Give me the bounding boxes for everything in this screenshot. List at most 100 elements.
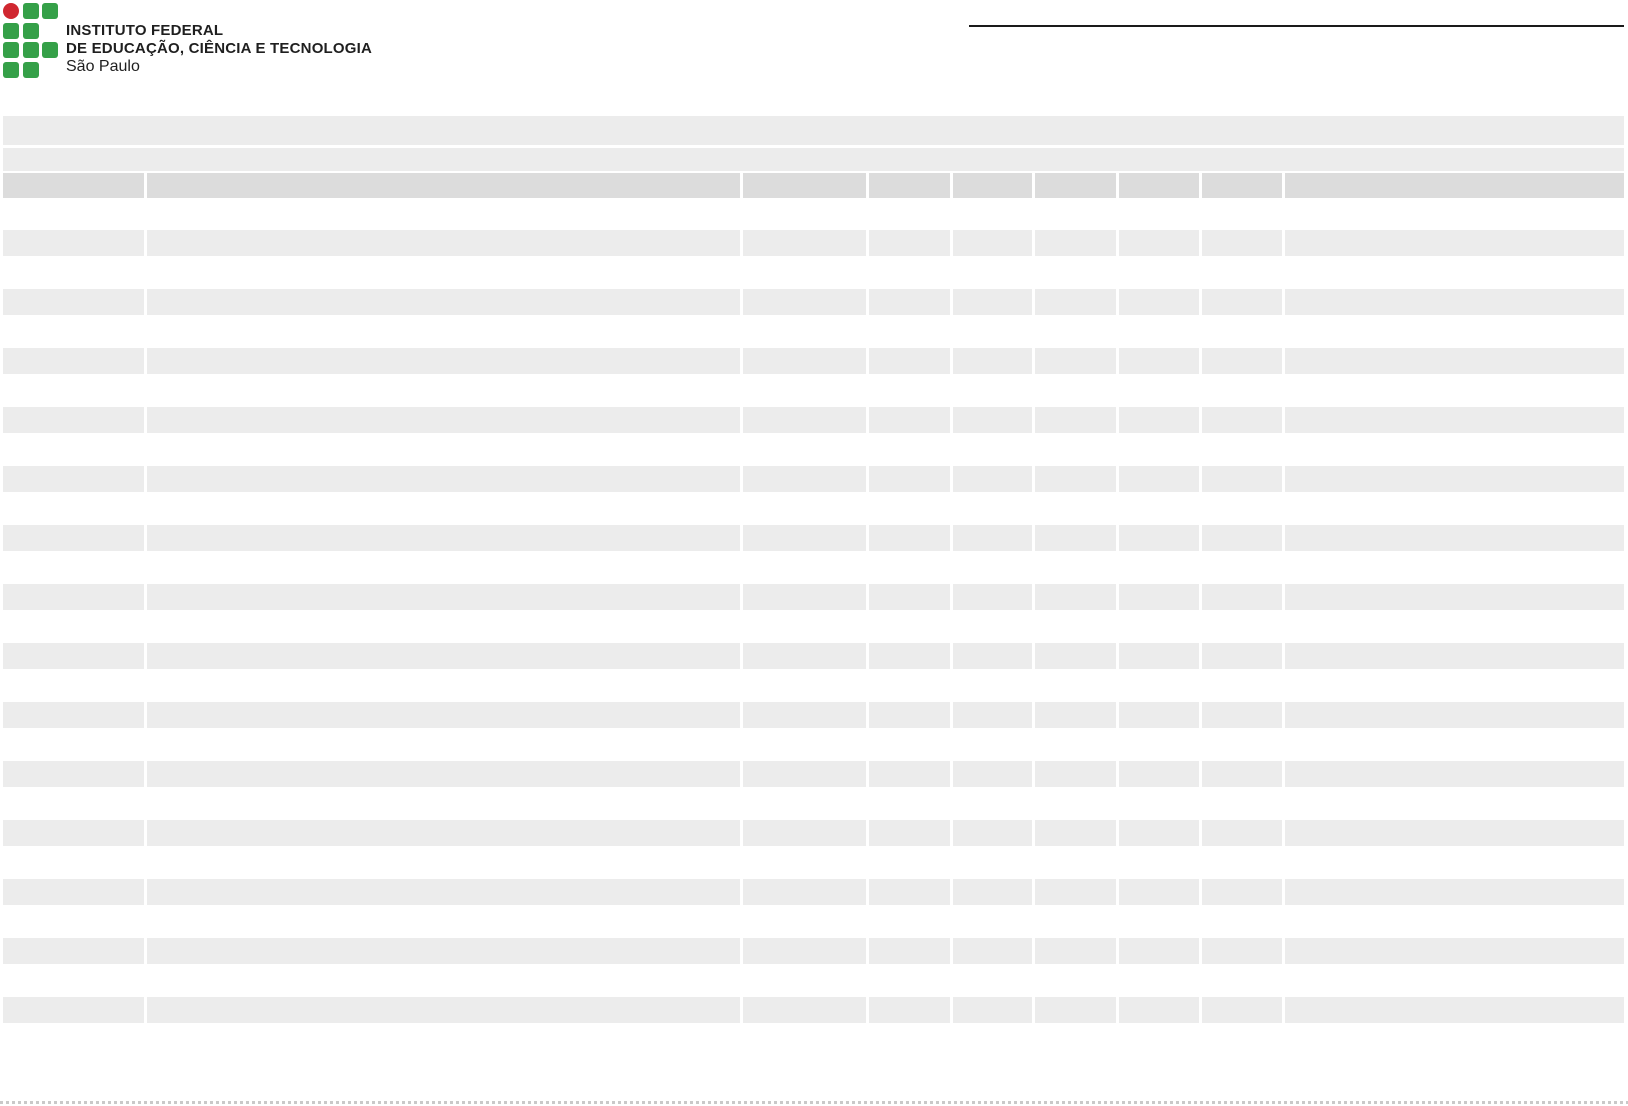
logo-red-circle-icon bbox=[3, 3, 19, 19]
table-cell bbox=[869, 643, 950, 669]
table-row bbox=[3, 643, 1624, 669]
table-cell bbox=[1202, 289, 1282, 315]
table-row bbox=[3, 820, 1624, 846]
table-cell bbox=[1285, 761, 1624, 787]
table-cell bbox=[1285, 702, 1624, 728]
header-cell-5 bbox=[953, 173, 1032, 198]
table-cell bbox=[1035, 407, 1116, 433]
table-row bbox=[3, 525, 1624, 551]
table-cell bbox=[1035, 466, 1116, 492]
table-cell bbox=[743, 348, 866, 374]
table-cell bbox=[953, 525, 1032, 551]
ifsp-logo-icon bbox=[3, 3, 58, 78]
table-cell bbox=[1035, 584, 1116, 610]
table-row bbox=[3, 407, 1624, 433]
table-cell bbox=[1119, 584, 1199, 610]
table-cell bbox=[953, 761, 1032, 787]
table-row bbox=[3, 997, 1624, 1023]
table-cell bbox=[743, 289, 866, 315]
table-cell bbox=[869, 702, 950, 728]
table-cell bbox=[953, 879, 1032, 905]
table-row bbox=[3, 230, 1624, 256]
table-cell bbox=[953, 702, 1032, 728]
table-cell bbox=[1285, 466, 1624, 492]
table-subtitle-bar bbox=[3, 148, 1624, 171]
header-cell-6 bbox=[1035, 173, 1116, 198]
table-cell bbox=[3, 348, 144, 374]
logo-empty-cell bbox=[42, 62, 58, 78]
table-cell bbox=[1035, 761, 1116, 787]
table-cell bbox=[1202, 407, 1282, 433]
logo-green-square-icon bbox=[3, 22, 19, 39]
header-cell-4 bbox=[869, 173, 950, 198]
table-cell bbox=[1119, 230, 1199, 256]
table-cell bbox=[1035, 525, 1116, 551]
table-cell bbox=[1119, 466, 1199, 492]
logo-green-square-icon bbox=[3, 61, 19, 78]
table-cell bbox=[869, 761, 950, 787]
logo-green-square-icon bbox=[22, 61, 39, 78]
header-cell-8 bbox=[1202, 173, 1282, 198]
table-cell bbox=[743, 820, 866, 846]
table-cell bbox=[743, 938, 866, 964]
table-cell bbox=[147, 938, 740, 964]
table-cell bbox=[1119, 938, 1199, 964]
table-cell bbox=[953, 997, 1032, 1023]
table-cell bbox=[1202, 997, 1282, 1023]
logo-green-square-icon bbox=[3, 42, 19, 58]
table-cell bbox=[1202, 702, 1282, 728]
table-cell bbox=[1119, 525, 1199, 551]
table-cell bbox=[953, 348, 1032, 374]
table-cell bbox=[1035, 289, 1116, 315]
table-cell bbox=[743, 643, 866, 669]
table-cell bbox=[147, 525, 740, 551]
table-cell bbox=[147, 230, 740, 256]
logo-green-square-icon bbox=[22, 42, 39, 58]
table-cell bbox=[953, 584, 1032, 610]
table-cell bbox=[953, 643, 1032, 669]
table-cell bbox=[3, 584, 144, 610]
header-cell-7 bbox=[1119, 173, 1199, 198]
table-cell bbox=[1202, 761, 1282, 787]
table-cell bbox=[869, 525, 950, 551]
table-cell bbox=[1202, 584, 1282, 610]
institution-line1: INSTITUTO FEDERAL bbox=[66, 22, 224, 39]
logo-empty-cell bbox=[42, 23, 58, 39]
table-cell bbox=[147, 761, 740, 787]
table-cell bbox=[869, 407, 950, 433]
table-cell bbox=[1202, 348, 1282, 374]
table-row bbox=[3, 348, 1624, 374]
table-cell bbox=[1119, 820, 1199, 846]
table-cell bbox=[1119, 289, 1199, 315]
table-row bbox=[3, 584, 1624, 610]
table-cell bbox=[3, 289, 144, 315]
table-cell bbox=[1285, 938, 1624, 964]
table-cell bbox=[1285, 643, 1624, 669]
table-cell bbox=[147, 643, 740, 669]
table-cell bbox=[743, 466, 866, 492]
table-row bbox=[3, 466, 1624, 492]
table-row bbox=[3, 879, 1624, 905]
table-cell bbox=[1202, 466, 1282, 492]
table-cell bbox=[1202, 938, 1282, 964]
header-cell-2 bbox=[147, 173, 740, 198]
institution-line2: DE EDUCAÇÃO, CIÊNCIA E TECNOLOGIA bbox=[66, 39, 373, 57]
table-cell bbox=[147, 820, 740, 846]
table-cell bbox=[743, 702, 866, 728]
table-cell bbox=[869, 938, 950, 964]
table-cell bbox=[743, 230, 866, 256]
table-cell bbox=[953, 407, 1032, 433]
table-cell bbox=[1119, 407, 1199, 433]
report-table bbox=[3, 116, 1624, 1026]
logo-green-square-icon bbox=[22, 22, 39, 39]
header-rule-line bbox=[969, 25, 1624, 27]
table-cell bbox=[869, 230, 950, 256]
header-cell-9 bbox=[1285, 173, 1624, 198]
table-cell bbox=[1119, 702, 1199, 728]
table-row bbox=[3, 938, 1624, 964]
table-cell bbox=[869, 997, 950, 1023]
table-cell bbox=[1035, 820, 1116, 846]
table-title-bar bbox=[3, 116, 1624, 145]
table-cell bbox=[1285, 289, 1624, 315]
